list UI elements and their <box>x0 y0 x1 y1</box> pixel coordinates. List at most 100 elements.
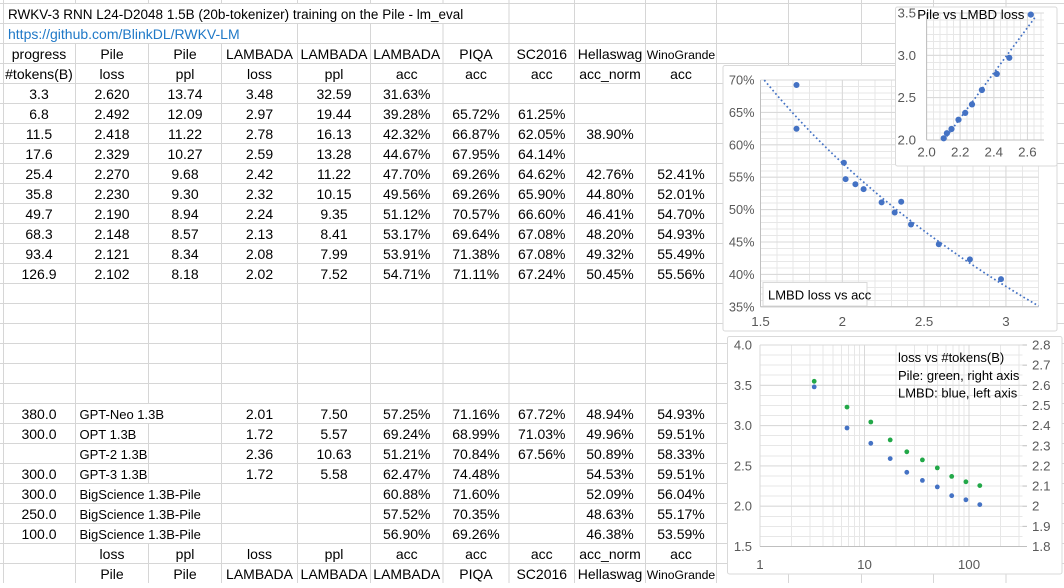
svg-text:8.34: 8.34 <box>171 246 198 262</box>
svg-text:93.4: 93.4 <box>25 246 52 262</box>
svg-text:47.70%: 47.70% <box>383 166 430 182</box>
svg-text:LMBD loss vs acc: LMBD loss vs acc <box>768 288 872 303</box>
svg-text:LAMBADA: LAMBADA <box>301 566 369 582</box>
svg-text:LAMBADA: LAMBADA <box>373 46 441 62</box>
svg-text:ppl: ppl <box>176 66 195 82</box>
svg-text:60%: 60% <box>729 137 755 152</box>
svg-text:Hellaswag: Hellaswag <box>578 46 643 62</box>
svg-text:69.24%: 69.24% <box>383 426 430 442</box>
svg-text:BigScience 1.3B-Pile: BigScience 1.3B-Pile <box>80 487 201 502</box>
svg-text:42.76%: 42.76% <box>586 166 633 182</box>
svg-text:55.56%: 55.56% <box>657 266 704 282</box>
svg-text:42.32%: 42.32% <box>383 126 430 142</box>
svg-text:52.01%: 52.01% <box>657 186 704 202</box>
svg-text:59.51%: 59.51% <box>657 426 704 442</box>
svg-text:300.0: 300.0 <box>21 486 56 502</box>
svg-text:69.26%: 69.26% <box>452 186 499 202</box>
svg-text:acc: acc <box>465 546 487 562</box>
svg-text:acc_norm: acc_norm <box>579 546 640 562</box>
svg-text:8.18: 8.18 <box>171 266 198 282</box>
svg-text:35.8: 35.8 <box>25 186 52 202</box>
svg-text:3.48: 3.48 <box>246 86 273 102</box>
svg-text:38.90%: 38.90% <box>586 126 633 142</box>
svg-text:10: 10 <box>857 557 872 572</box>
svg-text:GPT-3 1.3B: GPT-3 1.3B <box>80 467 148 482</box>
svg-text:55%: 55% <box>729 170 755 185</box>
svg-text:10.27: 10.27 <box>167 146 202 162</box>
svg-text:ppl: ppl <box>325 66 344 82</box>
svg-text:1.5: 1.5 <box>734 539 752 554</box>
svg-text:64.62%: 64.62% <box>518 166 565 182</box>
svg-text:acc: acc <box>531 66 553 82</box>
svg-text:Pile: Pile <box>173 566 197 582</box>
svg-text:380.0: 380.0 <box>21 406 56 422</box>
svg-text:2.270: 2.270 <box>94 166 129 182</box>
svg-text:69.26%: 69.26% <box>452 526 499 542</box>
svg-text:67.24%: 67.24% <box>518 266 565 282</box>
svg-text:67.56%: 67.56% <box>518 446 565 462</box>
svg-text:300.0: 300.0 <box>21 426 56 442</box>
svg-text:48.63%: 48.63% <box>586 506 633 522</box>
svg-text:9.35: 9.35 <box>320 206 347 222</box>
svg-text:2.6: 2.6 <box>1032 378 1051 393</box>
svg-text:2.3: 2.3 <box>1032 438 1051 453</box>
svg-text:71.38%: 71.38% <box>452 246 499 262</box>
svg-text:2.6: 2.6 <box>1018 145 1037 160</box>
svg-text:acc: acc <box>396 546 418 562</box>
svg-text:51.12%: 51.12% <box>383 206 430 222</box>
svg-text:loss: loss <box>247 546 272 562</box>
svg-text:2.0: 2.0 <box>734 499 752 514</box>
svg-text:65.72%: 65.72% <box>452 106 499 122</box>
svg-text:71.60%: 71.60% <box>452 486 499 502</box>
svg-text:64.14%: 64.14% <box>518 146 565 162</box>
svg-text:53.17%: 53.17% <box>383 226 430 242</box>
svg-text:Pile: Pile <box>100 566 124 582</box>
svg-text:66.87%: 66.87% <box>452 126 499 142</box>
svg-text:1.5: 1.5 <box>751 314 770 329</box>
svg-text:69.26%: 69.26% <box>452 166 499 182</box>
svg-text:loss: loss <box>100 66 125 82</box>
svg-text:45%: 45% <box>729 235 755 250</box>
svg-text:GPT-2 1.3B: GPT-2 1.3B <box>80 447 148 462</box>
svg-text:acc_norm: acc_norm <box>579 66 640 82</box>
svg-text:2.4: 2.4 <box>1032 418 1051 433</box>
svg-text:loss: loss <box>100 546 125 562</box>
svg-text:60.88%: 60.88% <box>383 486 430 502</box>
svg-text:49.56%: 49.56% <box>383 186 430 202</box>
svg-text:1.8: 1.8 <box>1032 539 1051 554</box>
svg-text:300.0: 300.0 <box>21 466 56 482</box>
svg-text:10.15: 10.15 <box>316 186 351 202</box>
svg-text:52.09%: 52.09% <box>586 486 633 502</box>
svg-text:9.30: 9.30 <box>171 186 198 202</box>
svg-text:51.21%: 51.21% <box>383 446 430 462</box>
svg-text:53.91%: 53.91% <box>383 246 430 262</box>
svg-text:2.4: 2.4 <box>985 145 1004 160</box>
svg-text:1.72: 1.72 <box>246 466 273 482</box>
svg-text:3.0: 3.0 <box>734 418 752 433</box>
svg-text:2.24: 2.24 <box>246 206 273 222</box>
svg-text:56.90%: 56.90% <box>383 526 430 542</box>
svg-text:3.3: 3.3 <box>29 86 49 102</box>
svg-text:LAMBADA: LAMBADA <box>226 46 294 62</box>
svg-text:OPT 1.3B: OPT 1.3B <box>80 427 137 442</box>
svg-text:2.13: 2.13 <box>246 226 273 242</box>
svg-text:2.97: 2.97 <box>246 106 273 122</box>
svg-text:16.13: 16.13 <box>316 126 351 142</box>
svg-text:62.05%: 62.05% <box>518 126 565 142</box>
svg-text:13.28: 13.28 <box>316 146 351 162</box>
svg-text:acc: acc <box>670 66 692 82</box>
svg-text:49.32%: 49.32% <box>586 246 633 262</box>
svg-text:39.28%: 39.28% <box>383 106 430 122</box>
svg-text:2.59: 2.59 <box>246 146 273 162</box>
svg-text:2.230: 2.230 <box>94 186 129 202</box>
svg-text:8.41: 8.41 <box>320 226 347 242</box>
svg-text:LAMBADA: LAMBADA <box>226 566 294 582</box>
svg-text:70.84%: 70.84% <box>452 446 499 462</box>
svg-text:66.60%: 66.60% <box>518 206 565 222</box>
svg-text:70.35%: 70.35% <box>452 506 499 522</box>
svg-text:3.0: 3.0 <box>898 48 917 63</box>
svg-text:Pile vs LMBD loss: Pile vs LMBD loss <box>917 7 1024 22</box>
svg-text:71.11%: 71.11% <box>453 266 499 282</box>
svg-text:acc: acc <box>396 66 418 82</box>
svg-text:BigScience 1.3B-Pile: BigScience 1.3B-Pile <box>80 527 201 542</box>
